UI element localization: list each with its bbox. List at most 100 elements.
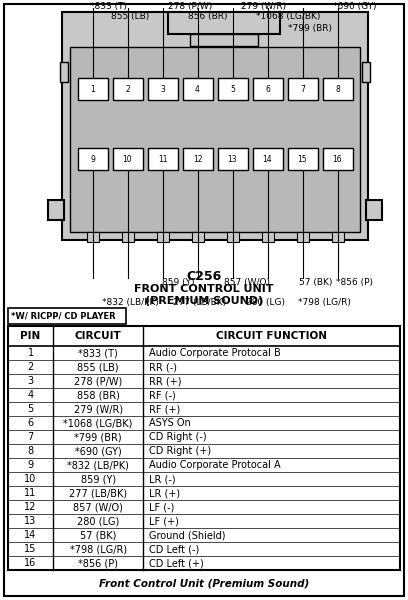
Text: 280 (LG): 280 (LG)	[246, 298, 284, 307]
Text: Audio Corporate Protocal B: Audio Corporate Protocal B	[149, 348, 281, 358]
Text: 10: 10	[123, 154, 132, 163]
Text: 12: 12	[24, 502, 37, 512]
Bar	[322, 148, 353, 170]
Text: 6: 6	[27, 418, 33, 428]
Text: 13: 13	[24, 516, 37, 526]
Bar	[113, 78, 142, 100]
Text: 279 (W/R): 279 (W/R)	[242, 2, 286, 11]
Text: 2: 2	[125, 85, 130, 94]
Bar	[253, 148, 282, 170]
Text: 856 (BR): 856 (BR)	[188, 12, 228, 21]
Text: RF (+): RF (+)	[149, 404, 180, 414]
Text: 15: 15	[298, 154, 307, 163]
Text: PIN: PIN	[20, 331, 41, 341]
Text: RR (+): RR (+)	[149, 376, 182, 386]
Text: 5: 5	[230, 85, 235, 94]
Text: RF (-): RF (-)	[149, 390, 176, 400]
Text: Ground (Shield): Ground (Shield)	[149, 530, 226, 540]
Text: 13: 13	[228, 154, 237, 163]
Bar	[157, 232, 169, 242]
Text: 277 (LB/BK): 277 (LB/BK)	[69, 488, 127, 498]
Text: *856 (P): *856 (P)	[78, 558, 118, 568]
Text: 12: 12	[193, 154, 202, 163]
Text: 8: 8	[27, 446, 33, 456]
Text: *799 (BR): *799 (BR)	[74, 432, 122, 442]
Text: 9: 9	[90, 154, 95, 163]
Text: 57 (BK): 57 (BK)	[299, 278, 333, 287]
Text: *W/ RICPP/ CD PLAYER: *W/ RICPP/ CD PLAYER	[11, 311, 115, 320]
Bar	[253, 78, 282, 100]
Text: LF (-): LF (-)	[149, 502, 175, 512]
Text: *832 (LB/PK): *832 (LB/PK)	[67, 460, 129, 470]
Bar	[8, 308, 126, 324]
Text: 5: 5	[27, 404, 34, 414]
Bar	[113, 148, 142, 170]
Text: CD Left (-): CD Left (-)	[149, 544, 200, 554]
Text: *833 (T): *833 (T)	[78, 348, 118, 358]
Text: *832 (LB/PK): *832 (LB/PK)	[102, 298, 158, 307]
Text: 278 (P/W): 278 (P/W)	[168, 2, 212, 11]
Bar	[70, 47, 360, 232]
Text: 859 (Y): 859 (Y)	[81, 474, 116, 484]
Bar	[182, 148, 213, 170]
Text: 1: 1	[27, 348, 33, 358]
Text: 3: 3	[27, 376, 33, 386]
Text: 57 (BK): 57 (BK)	[80, 530, 116, 540]
Text: 11: 11	[24, 488, 37, 498]
Bar	[86, 232, 98, 242]
Bar	[288, 148, 317, 170]
Text: 9: 9	[27, 460, 33, 470]
Bar	[168, 12, 280, 34]
Text: *1068 (LG/BK): *1068 (LG/BK)	[256, 12, 320, 21]
Bar	[122, 232, 133, 242]
Bar	[182, 78, 213, 100]
Text: 2: 2	[27, 362, 34, 372]
Text: 6: 6	[265, 85, 270, 94]
Bar	[62, 12, 368, 240]
Bar	[262, 232, 273, 242]
Text: LR (-): LR (-)	[149, 474, 176, 484]
Text: Audio Corporate Protocal A: Audio Corporate Protocal A	[149, 460, 281, 470]
Text: 278 (P/W): 278 (P/W)	[74, 376, 122, 386]
Bar	[331, 232, 344, 242]
Text: 4: 4	[27, 390, 33, 400]
Bar	[322, 78, 353, 100]
Bar	[8, 326, 400, 570]
Text: 858 (BR): 858 (BR)	[77, 390, 120, 400]
Text: 279 (W/R): 279 (W/R)	[73, 404, 123, 414]
Text: 14: 14	[24, 530, 37, 540]
Text: LR (+): LR (+)	[149, 488, 180, 498]
Bar	[191, 232, 204, 242]
Text: *833 (T): *833 (T)	[89, 2, 126, 11]
Text: CD Right (+): CD Right (+)	[149, 446, 211, 456]
Text: 15: 15	[24, 544, 37, 554]
Text: 857 (W/O): 857 (W/O)	[73, 502, 123, 512]
Text: CIRCUIT: CIRCUIT	[75, 331, 122, 341]
Text: CD Right (-): CD Right (-)	[149, 432, 207, 442]
Text: 7: 7	[300, 85, 305, 94]
Text: 277 (LB/BK): 277 (LB/BK)	[173, 298, 226, 307]
Text: 855 (LB): 855 (LB)	[111, 12, 149, 21]
Bar	[217, 78, 248, 100]
Text: 8: 8	[335, 85, 340, 94]
Text: 11: 11	[158, 154, 167, 163]
Bar	[366, 200, 382, 220]
Text: 857 (W/O): 857 (W/O)	[224, 278, 270, 287]
Text: RR (-): RR (-)	[149, 362, 177, 372]
Bar	[297, 232, 308, 242]
Bar	[288, 78, 317, 100]
Bar	[60, 62, 68, 82]
Bar	[48, 200, 64, 220]
Text: ASYS On: ASYS On	[149, 418, 191, 428]
Text: *1068 (LG/BK): *1068 (LG/BK)	[64, 418, 133, 428]
Text: 16: 16	[24, 558, 37, 568]
Text: *856 (P): *856 (P)	[337, 278, 373, 287]
Text: 4: 4	[195, 85, 200, 94]
Text: Front Control Unit (Premium Sound): Front Control Unit (Premium Sound)	[99, 578, 309, 588]
Text: 14: 14	[263, 154, 272, 163]
Text: 16: 16	[333, 154, 342, 163]
Text: C256: C256	[186, 270, 222, 283]
Bar	[78, 78, 107, 100]
Text: FRONT CONTROL UNIT: FRONT CONTROL UNIT	[134, 284, 274, 294]
Bar	[148, 148, 177, 170]
